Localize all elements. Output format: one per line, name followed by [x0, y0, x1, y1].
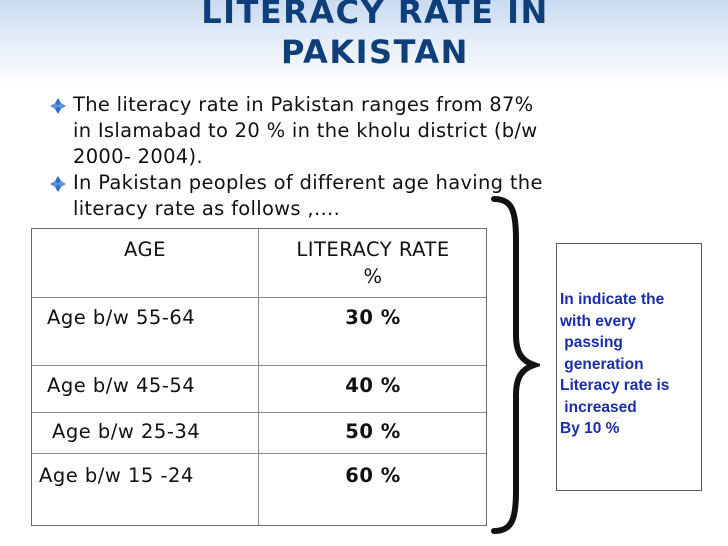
- bullet-line: The literacy rate in Pakistan ranges fro…: [73, 93, 534, 116]
- note-line: with every: [560, 312, 636, 330]
- slide-title: LITERACY RATE IN PAKISTAN: [90, 0, 660, 72]
- rate-cell: 30 %: [345, 306, 401, 329]
- age-cell: Age b/w 15 -24: [39, 464, 194, 487]
- row-divider: [32, 412, 486, 413]
- age-cell: Age b/w 55-64: [47, 306, 196, 329]
- rate-cell: 40 %: [345, 374, 401, 397]
- header-age: AGE: [124, 238, 166, 261]
- note-box: In indicate the with every passing gener…: [556, 243, 702, 491]
- note-line: generation: [560, 355, 644, 373]
- rate-cell: 50 %: [345, 420, 401, 443]
- column-divider: [258, 229, 259, 525]
- row-divider: [32, 365, 486, 366]
- diamond-bullet-icon: [50, 98, 66, 114]
- bullet-line: literacy rate as follows ,….: [73, 197, 341, 220]
- note-line: passing: [560, 334, 623, 351]
- bullet-item: The literacy rate in Pakistan ranges fro…: [48, 92, 648, 170]
- rate-cell: 60 %: [345, 464, 401, 487]
- bullet-item: In Pakistan peoples of different age hav…: [48, 170, 648, 222]
- note-line: increased: [560, 398, 637, 416]
- right-brace-icon: [491, 196, 540, 534]
- note-line: Literacy rate is: [560, 377, 670, 394]
- header-percent: %: [363, 265, 383, 288]
- literacy-table: AGE LITERACY RATE % Age b/w 55-64 30 % A…: [31, 228, 487, 526]
- bullet-line: 2000- 2004).: [73, 145, 203, 168]
- title-line: PAKISTAN: [281, 33, 469, 71]
- header-literacy-rate: LITERACY RATE: [296, 238, 450, 261]
- age-cell: Age b/w 25-34: [52, 420, 201, 443]
- note-line: In indicate the: [560, 291, 665, 308]
- row-divider: [32, 297, 486, 298]
- bullet-line: In Pakistan peoples of different age hav…: [73, 171, 543, 194]
- bullet-list: The literacy rate in Pakistan ranges fro…: [48, 92, 648, 222]
- bullet-line: in Islamabad to 20 % in the kholu distri…: [73, 119, 538, 142]
- diamond-bullet-icon: [50, 176, 66, 192]
- age-cell: Age b/w 45-54: [47, 374, 196, 397]
- note-line: By 10 %: [560, 420, 620, 437]
- title-banner: [0, 0, 728, 86]
- title-line: LITERACY RATE IN: [201, 0, 549, 31]
- row-divider: [32, 453, 486, 454]
